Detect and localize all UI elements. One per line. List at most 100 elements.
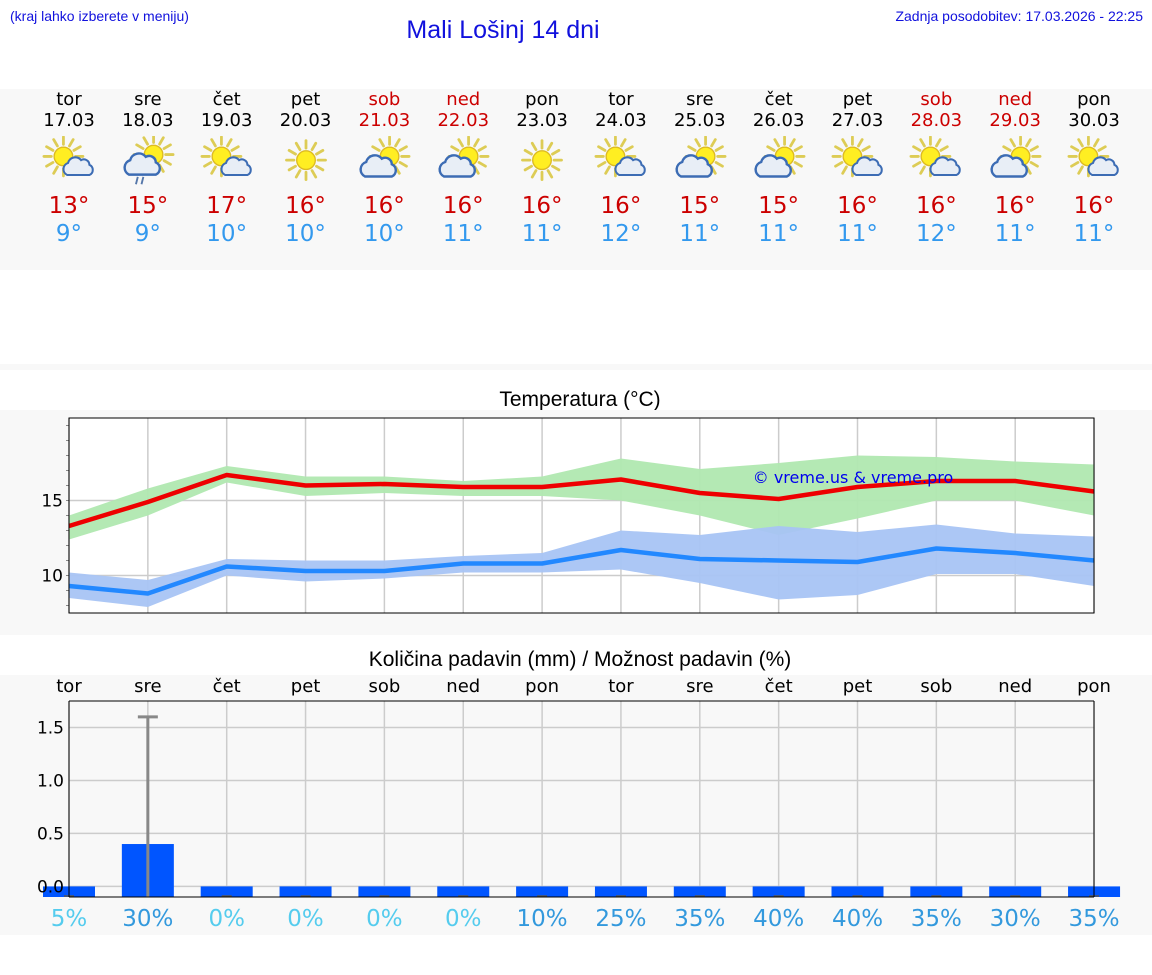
precip-day-label: sob <box>368 676 400 697</box>
cloud-outline <box>929 156 962 177</box>
temp-plot-area <box>69 418 1094 613</box>
day-date: 26.03 <box>752 110 805 131</box>
day-name: pon <box>525 89 560 110</box>
sun-ray <box>450 145 460 152</box>
sun-icon <box>521 139 563 182</box>
min-temp: 10° <box>285 221 326 247</box>
precipitation-chart-title: Količina padavin (mm) / Možnost padavin … <box>368 648 792 671</box>
sun-ray <box>604 165 611 175</box>
sun-ray <box>710 138 717 148</box>
sun-ray <box>773 138 780 148</box>
day-date: 30.03 <box>1068 110 1120 131</box>
forecast-strip: tor 17.03 13° 9° sre 18.03 15° 9° čet 19.03 17° 10°… <box>0 89 1152 270</box>
cloud-shape <box>438 154 477 178</box>
sun-ray <box>597 161 607 168</box>
max-temp: 16° <box>442 193 484 219</box>
sun-ray <box>765 145 776 152</box>
precip-day-label: pet <box>843 676 873 697</box>
cloud-outline <box>614 156 646 177</box>
precip-day-label: čet <box>765 676 793 697</box>
day-name: čet <box>764 89 793 110</box>
day-column: pet 27.03 16° 11° <box>818 89 898 248</box>
cloud-shape <box>850 156 883 177</box>
cloud-shape <box>123 152 161 176</box>
rain-drop <box>134 176 139 185</box>
max-temp: 16° <box>1073 193 1115 219</box>
sun-cloud-icon <box>1067 136 1119 178</box>
sun-ray <box>473 138 480 148</box>
sun-ray <box>310 169 317 179</box>
precip-bar <box>200 886 253 897</box>
precip-probability-label: 0% <box>287 906 324 932</box>
sun-ray <box>1070 161 1080 168</box>
sun-ray <box>1093 138 1100 148</box>
sun-ray <box>833 161 843 168</box>
day-column: ned 22.03 16° 11° <box>423 89 503 248</box>
sun-ray <box>294 141 301 152</box>
sun-ray <box>935 138 942 148</box>
precip-day-label: sre <box>134 676 161 697</box>
rain-drop <box>140 176 145 185</box>
day-name: pon <box>1077 89 1111 110</box>
precip-ytick-label: 1.5 <box>37 718 64 738</box>
sun-ray <box>1077 138 1084 148</box>
sun-ray <box>52 138 59 148</box>
day-date: 25.03 <box>674 110 726 131</box>
cloud-outline <box>675 154 713 178</box>
day-date: 20.03 <box>279 110 332 131</box>
sun-ray <box>209 165 217 175</box>
sun-ray <box>287 164 297 172</box>
precip-bar <box>989 886 1042 897</box>
day-date: 22.03 <box>437 110 490 131</box>
sun-ray <box>546 169 554 179</box>
precip-ytick-label: 1.0 <box>37 771 64 791</box>
max-temp: 15° <box>679 193 721 219</box>
sun-ray <box>788 138 796 148</box>
sun-ray <box>135 143 145 150</box>
min-temp: 12° <box>600 221 642 247</box>
sun-ray <box>856 138 864 148</box>
day-column: pon 23.03 16° 11° <box>502 89 582 248</box>
sun-cloud-icon <box>909 136 962 178</box>
sun-ray <box>1002 145 1012 152</box>
day-date: 28.03 <box>910 110 963 131</box>
sun-disc <box>295 150 316 171</box>
precip-ytick-label: 0.5 <box>37 824 64 844</box>
cloud-shape <box>929 156 962 177</box>
sun-cloud-left-icon <box>990 136 1042 178</box>
cloud-outline <box>220 156 252 177</box>
cloud-outline <box>62 156 94 177</box>
sun-ray <box>530 141 538 152</box>
max-temp-line <box>68 472 1095 529</box>
max-temp: 16° <box>915 193 957 219</box>
sun-cloud-icon <box>200 136 252 178</box>
min-temp: 11° <box>442 221 484 247</box>
temp-plot-border <box>68 417 1095 614</box>
precip-probability-label: 40% <box>753 906 804 932</box>
cloud-outline <box>850 156 883 177</box>
sun-ray <box>52 165 59 175</box>
sun-ray <box>551 149 561 156</box>
max-temp: 15° <box>758 193 800 219</box>
location-hint: (kraj lahko izberete v meniju) <box>10 8 189 24</box>
max-temp: 16° <box>837 193 878 219</box>
sun-ray <box>477 145 488 152</box>
precip-probability-label: 0% <box>208 906 245 932</box>
day-column: pet 20.03 16° 10° <box>266 89 346 248</box>
precip-bar <box>279 886 332 897</box>
precip-day-label: pon <box>1077 676 1111 697</box>
sun-ray <box>833 145 843 152</box>
day-name: ned <box>446 89 481 110</box>
last-updated: Zadnja posodobitev: 17.03.2026 - 22:25 <box>895 8 1143 24</box>
max-temp: 17° <box>206 193 248 219</box>
cloud-shape <box>675 154 713 178</box>
precip-probability-label: 35% <box>1068 906 1119 932</box>
sun-ray <box>1029 145 1040 152</box>
day-name: pet <box>290 89 321 110</box>
min-temp: 11° <box>758 221 800 247</box>
sun-ray <box>1025 138 1032 148</box>
sun-ray <box>912 161 922 168</box>
min-temp: 11° <box>1073 221 1115 247</box>
day-column: sob 28.03 16° 12° <box>896 89 976 248</box>
day-column: sre 25.03 15° 11° <box>660 89 740 248</box>
